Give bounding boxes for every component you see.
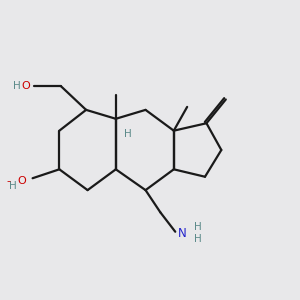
Text: H: H	[194, 222, 201, 232]
Text: O: O	[21, 81, 30, 91]
Text: H: H	[13, 81, 21, 91]
Text: -: -	[7, 176, 11, 186]
Text: H: H	[124, 129, 132, 139]
Text: H: H	[194, 234, 201, 244]
Text: H: H	[9, 181, 16, 191]
Text: N: N	[178, 227, 187, 240]
Text: O: O	[17, 176, 26, 186]
